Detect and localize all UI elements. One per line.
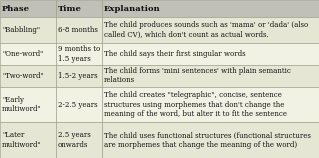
Text: The child forms 'mini sentences' with plain semantic
relations: The child forms 'mini sentences' with pl… <box>104 67 291 84</box>
Bar <box>0 64 56 87</box>
Text: "Later
multiword": "Later multiword" <box>2 131 42 149</box>
Bar <box>56 43 102 64</box>
Text: 2-2.5 years: 2-2.5 years <box>58 101 97 109</box>
Bar <box>102 0 319 17</box>
Text: "One-word": "One-word" <box>2 50 43 58</box>
Bar <box>102 87 319 122</box>
Text: Phase: Phase <box>2 5 30 13</box>
Text: Time: Time <box>58 5 82 13</box>
Text: The child uses functional structures (functional structures
are morphemes that c: The child uses functional structures (fu… <box>104 131 311 149</box>
Bar <box>102 17 319 43</box>
Bar <box>56 87 102 122</box>
Text: 1.5-2 years: 1.5-2 years <box>58 72 97 80</box>
Bar <box>0 17 56 43</box>
Text: "Two-word": "Two-word" <box>2 72 44 80</box>
Text: The child says their first singular words: The child says their first singular word… <box>104 50 246 58</box>
Bar <box>56 17 102 43</box>
Text: "Early
multiword": "Early multiword" <box>2 96 42 113</box>
Bar <box>56 64 102 87</box>
Bar <box>0 0 56 17</box>
Bar <box>102 122 319 158</box>
Bar <box>56 0 102 17</box>
Bar <box>0 87 56 122</box>
Text: "Babbling": "Babbling" <box>2 26 40 34</box>
Bar <box>102 64 319 87</box>
Bar <box>0 43 56 64</box>
Text: 2.5 years
onwards: 2.5 years onwards <box>58 131 91 149</box>
Text: 6-8 months: 6-8 months <box>58 26 98 34</box>
Bar <box>102 43 319 64</box>
Text: Explanation: Explanation <box>104 5 161 13</box>
Bar <box>0 122 56 158</box>
Text: 9 months to
1.5 years: 9 months to 1.5 years <box>58 45 100 63</box>
Text: The child produces sounds such as 'mama' or 'dada' (also
called CV), which don't: The child produces sounds such as 'mama'… <box>104 21 308 39</box>
Text: The child creates "telegraphic", concise, sentence
structures using morphemes th: The child creates "telegraphic", concise… <box>104 91 287 118</box>
Bar <box>56 122 102 158</box>
